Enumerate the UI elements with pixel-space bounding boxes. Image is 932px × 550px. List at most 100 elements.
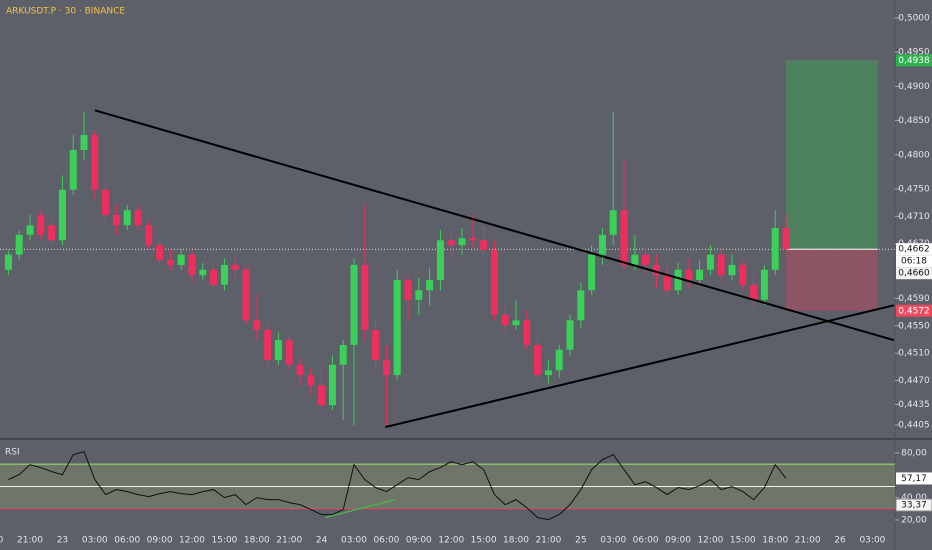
x-tick-label: 21:00 — [535, 536, 561, 546]
x-tick-label: 18:00 — [762, 536, 788, 546]
candle-body — [771, 227, 779, 270]
x-tick-label: 23 — [57, 536, 68, 546]
candle-body — [598, 234, 606, 255]
candle-body — [199, 269, 207, 276]
x-tick-label: 12:00 — [179, 536, 205, 546]
x-tick-label: 18:00 — [503, 536, 529, 546]
x-tick-label: 21:00 — [276, 536, 302, 546]
candle-body — [253, 320, 261, 330]
candle-body — [706, 254, 714, 270]
candle-body — [37, 214, 45, 235]
y-tick-label: 0,4550 — [898, 321, 930, 331]
x-tick-label: 03:00 — [341, 536, 367, 546]
rsi-pane — [0, 451, 895, 521]
candle-body — [436, 240, 444, 280]
x-tick-label: 06:00 — [114, 536, 140, 546]
candle-body — [188, 254, 196, 276]
x-tick-label: 15:00 — [471, 536, 497, 546]
rsi-y-tick-label: 80,00 — [901, 448, 927, 458]
candle-body — [588, 254, 596, 291]
candle-body — [220, 264, 228, 285]
candle-body — [750, 284, 758, 300]
rsi-trend-line — [324, 498, 396, 519]
rsi-title: RSI — [5, 448, 20, 458]
y-tick-label: 0,4590 — [898, 294, 930, 304]
x-tick-label: 21:00 — [795, 536, 821, 546]
x-tick-label: 21:00 — [17, 536, 43, 546]
candle-body — [609, 210, 617, 235]
candle-body — [177, 254, 185, 265]
candle-body — [123, 210, 131, 226]
x-tick-label: 18:00 — [244, 536, 270, 546]
y-tick-label: 0,4900 — [898, 82, 930, 92]
rsi-marker-label: 33,37 — [901, 501, 927, 511]
price-label-box — [896, 267, 932, 280]
candle-body — [80, 134, 88, 151]
candle-body — [663, 275, 671, 291]
x-tick-label: 25 — [575, 536, 586, 546]
candle-body — [285, 340, 293, 365]
trend-line — [94, 109, 895, 342]
candle-body — [328, 364, 336, 406]
chart-title: ARKUSDT.P · 30 · BINANCE — [6, 7, 125, 17]
candle-body — [490, 249, 498, 315]
candle-body — [112, 214, 120, 226]
candle-body — [393, 279, 401, 376]
candle-body — [134, 210, 142, 226]
price-label-box — [896, 304, 932, 317]
x-tick-label: 00 — [0, 536, 4, 546]
y-tick-label: 0,4510 — [898, 349, 930, 359]
candle-body — [685, 269, 693, 280]
x-tick-label: 12:00 — [697, 536, 723, 546]
axes: 0,5000 0,4950 0,4900 0,4850 0,4800 0,4750 0,47… — [0, 13, 932, 546]
candle-body — [145, 225, 153, 246]
candle-body — [566, 320, 574, 350]
x-tick-label: 24 — [316, 536, 328, 546]
x-tick-label: 15:00 — [211, 536, 237, 546]
candle-body — [231, 264, 239, 270]
candle-body — [15, 234, 23, 255]
candle-body — [361, 264, 369, 330]
candle-body — [728, 264, 736, 276]
y-tick-label: 0,4950 — [898, 48, 930, 58]
candle-body — [91, 134, 99, 190]
candle-body — [58, 189, 66, 241]
candle-body — [469, 238, 477, 241]
candle-body — [318, 385, 326, 406]
price-label: 0,4662 — [898, 245, 930, 255]
x-tick-label: 03:00 — [859, 536, 885, 546]
rsi-line — [8, 451, 787, 521]
price-pane — [0, 60, 895, 429]
x-tick-label: 06:00 — [633, 536, 659, 546]
candle-body — [642, 254, 650, 265]
candle-body — [523, 320, 531, 345]
candle-body — [274, 340, 282, 361]
candle-body — [782, 227, 790, 250]
candle-body — [577, 290, 585, 321]
candle-body — [717, 254, 725, 276]
candle-body — [512, 320, 520, 326]
candle-body — [382, 360, 390, 376]
candle-body — [696, 269, 704, 280]
candle-body — [426, 279, 434, 291]
x-tick-label: 03:00 — [82, 536, 108, 546]
y-tick-label: 0,5000 — [898, 13, 930, 23]
rsi-value-label: 57,17 — [901, 474, 927, 484]
candle-body — [69, 150, 77, 190]
rsi-value-box — [896, 472, 932, 485]
y-tick-label: 0,4710 — [898, 212, 930, 222]
candle-body — [674, 269, 682, 291]
countdown-box — [896, 255, 932, 268]
x-tick-label: 06:00 — [373, 536, 399, 546]
candle-body — [156, 245, 164, 261]
x-tick-label: 09:00 — [665, 536, 691, 546]
profit-zone — [786, 60, 878, 250]
price-label-box — [896, 243, 932, 256]
x-tick-label: 09:00 — [147, 536, 173, 546]
candle-body — [480, 240, 488, 250]
candle-body — [458, 238, 466, 246]
y-tick-label: 0,4405 — [898, 421, 930, 431]
candle-body — [404, 279, 412, 300]
candle-body — [501, 314, 509, 326]
